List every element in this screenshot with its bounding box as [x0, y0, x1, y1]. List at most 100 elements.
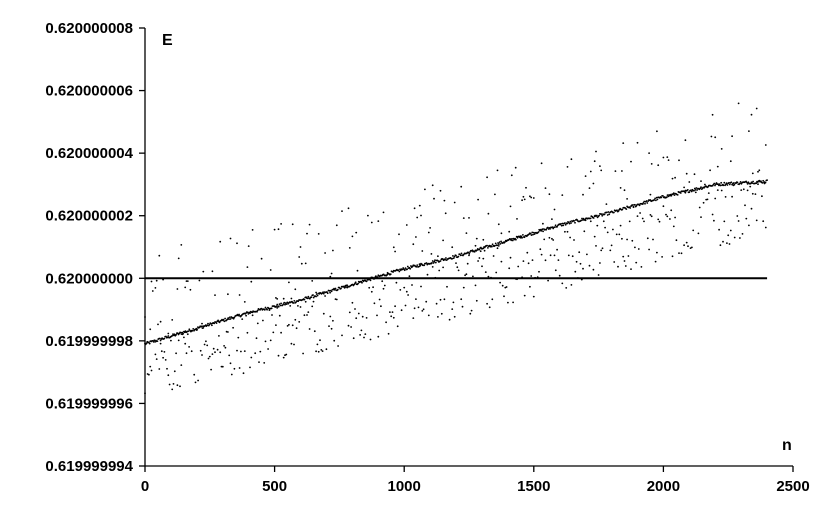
- data-point: [413, 207, 416, 210]
- data-point: [354, 308, 356, 310]
- data-point: [610, 244, 613, 247]
- data-point: [246, 266, 249, 268]
- data-point: [439, 298, 442, 301]
- data-point: [573, 220, 576, 222]
- data-point: [755, 219, 758, 222]
- data-point: [390, 315, 393, 318]
- data-point: [167, 335, 170, 337]
- data-point: [315, 293, 318, 295]
- data-point: [745, 217, 748, 220]
- data-point: [545, 228, 548, 231]
- data-point: [459, 254, 462, 257]
- data-point: [453, 255, 456, 258]
- data-point: [549, 228, 551, 230]
- data-point: [628, 220, 631, 223]
- data-point: [166, 336, 169, 339]
- data-point: [330, 272, 333, 275]
- data-point: [678, 159, 680, 162]
- data-point: [452, 257, 455, 260]
- data-point: [348, 247, 351, 249]
- data-point: [648, 152, 650, 155]
- data-point: [365, 317, 368, 319]
- data-point: [233, 316, 236, 319]
- data-point: [748, 224, 750, 227]
- data-point: [561, 194, 564, 197]
- data-point: [211, 324, 213, 327]
- data-point: [187, 330, 190, 332]
- data-point: [525, 186, 527, 189]
- data-point: [739, 181, 742, 183]
- data-point: [343, 286, 346, 289]
- data-point: [636, 215, 639, 218]
- data-point: [589, 217, 592, 220]
- data-point: [177, 339, 180, 342]
- data-point: [188, 346, 191, 348]
- data-point: [718, 183, 721, 186]
- data-point: [401, 268, 404, 271]
- data-point: [667, 159, 670, 162]
- data-point: [508, 230, 511, 233]
- data-point: [503, 295, 505, 298]
- data-point: [230, 373, 233, 376]
- data-point: [574, 221, 576, 224]
- data-point: [210, 368, 213, 371]
- data-point: [495, 271, 498, 274]
- data-point: [540, 162, 543, 165]
- data-point: [394, 305, 396, 308]
- data-point: [627, 255, 630, 257]
- data-point: [288, 323, 290, 326]
- data-point: [717, 183, 719, 186]
- data-point: [195, 329, 198, 331]
- data-point: [415, 236, 417, 238]
- data-point: [657, 218, 660, 221]
- data-point: [160, 350, 163, 353]
- data-point: [444, 258, 447, 261]
- data-point: [351, 235, 354, 238]
- data-point: [214, 294, 216, 296]
- data-point: [511, 237, 513, 240]
- data-point: [561, 222, 564, 225]
- data-point: [727, 234, 730, 237]
- data-point: [157, 323, 159, 326]
- data-point: [203, 343, 206, 346]
- data-point: [398, 270, 401, 273]
- data-point: [369, 338, 372, 341]
- data-point: [218, 321, 221, 324]
- data-point: [714, 184, 716, 187]
- data-point: [176, 384, 179, 387]
- data-point: [238, 313, 241, 316]
- data-point: [197, 379, 200, 382]
- data-point: [168, 383, 171, 386]
- data-point: [316, 294, 319, 297]
- x-tick-labels: 0 500 1000 1500 2000 2500: [141, 478, 810, 495]
- data-point: [542, 222, 544, 225]
- data-point: [352, 337, 355, 340]
- data-point: [530, 234, 533, 237]
- data-point: [716, 165, 719, 168]
- data-point: [482, 247, 485, 250]
- data-point: [694, 189, 697, 191]
- data-point: [762, 179, 765, 182]
- y-tick-label: 0.619999996: [45, 395, 133, 412]
- data-point: [631, 204, 634, 206]
- data-point: [698, 206, 701, 209]
- data-point: [526, 251, 529, 254]
- data-point: [720, 148, 723, 150]
- data-point: [482, 238, 485, 241]
- data-point: [367, 279, 369, 281]
- data-point: [569, 220, 572, 223]
- data-point: [539, 248, 542, 251]
- data-point: [408, 275, 411, 278]
- data-point: [434, 259, 436, 262]
- data-point: [219, 351, 222, 354]
- data-point: [649, 193, 652, 196]
- data-point: [219, 240, 222, 243]
- data-point: [222, 318, 225, 321]
- data-point: [443, 298, 446, 301]
- data-point: [656, 251, 658, 254]
- data-point: [680, 252, 683, 255]
- data-point: [275, 305, 278, 307]
- data-point: [665, 213, 667, 216]
- data-point: [588, 187, 591, 190]
- data-point: [718, 228, 720, 231]
